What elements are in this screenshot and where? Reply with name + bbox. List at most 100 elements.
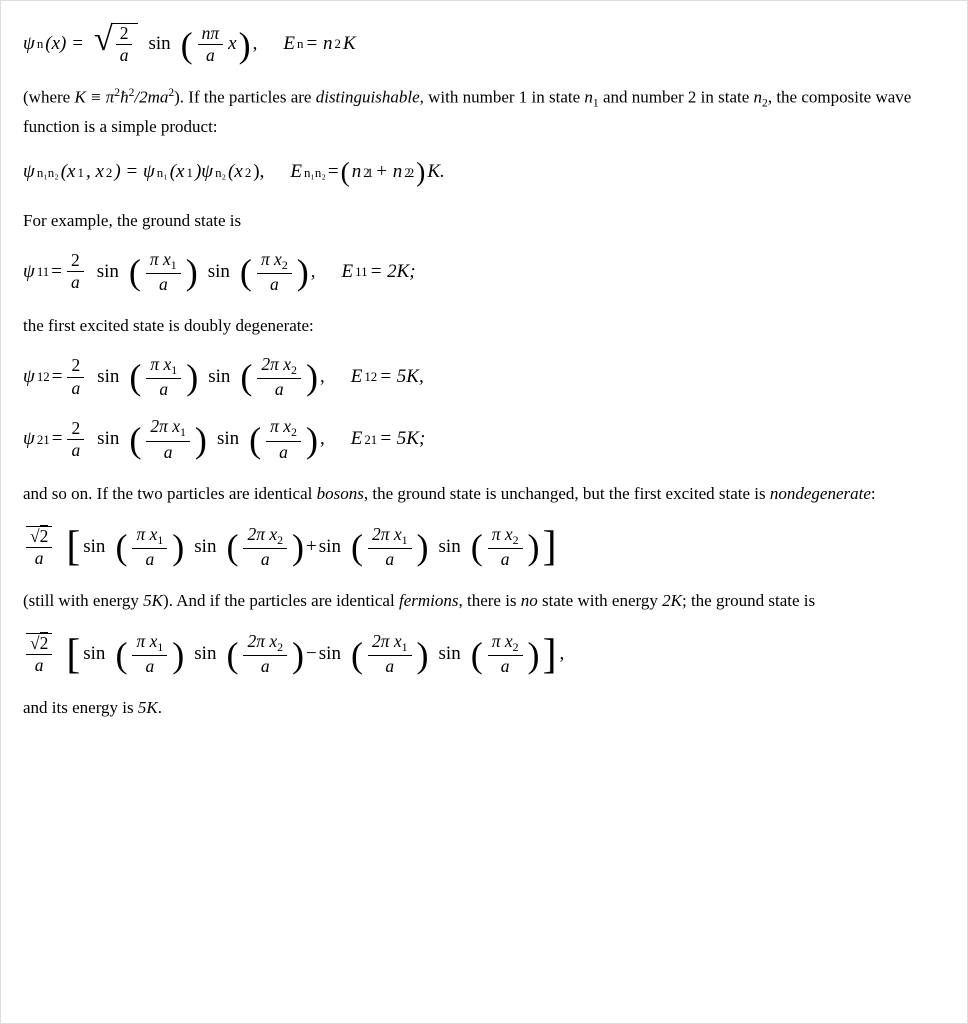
eq1-rhs-sup: 2: [334, 33, 340, 55]
p1h: n: [584, 88, 593, 107]
paragraph-4: and so on. If the two particles are iden…: [23, 480, 945, 509]
eq5-eq: =: [52, 423, 63, 455]
p5g: state with energy: [538, 591, 662, 610]
eq6-f2s: 2: [277, 533, 283, 547]
eq3-f2ns: 2: [282, 258, 288, 272]
p1b: K ≡ π: [74, 88, 114, 107]
eq7-f4: sin: [439, 638, 461, 670]
eq4-r1s: 12: [364, 366, 377, 388]
eq6-f3: sin: [319, 531, 341, 563]
eq4-f2n: 2π x: [261, 354, 291, 374]
paragraph-2: For example, the ground state is: [23, 207, 945, 236]
eq3-cd: a: [67, 272, 84, 292]
paragraph-1: (where K ≡ π2ħ2/2ma2). If the particles …: [23, 83, 945, 142]
p4d: nondegenerate: [770, 484, 871, 503]
eq5-cd: a: [67, 440, 84, 460]
eq1-frac-num: nπ: [198, 24, 224, 45]
eq5-f1d: a: [160, 442, 177, 462]
eq5-f1n: 2π x: [150, 416, 180, 436]
eq6-f3s: 1: [402, 533, 408, 547]
eq2-l4: ) = ψ: [114, 156, 154, 188]
p5h: 2K: [662, 591, 682, 610]
equation-fermion: √2√2a [ sin (π x1a) sin (2π x2a) − sin (…: [23, 630, 945, 676]
eq3-lhs-sub: 11: [37, 261, 49, 283]
eq5-f1: sin: [97, 423, 119, 455]
eq2-l1s: n₁n₂: [37, 162, 59, 184]
eq5-cn: 2: [67, 419, 84, 440]
p1d: /2ma: [134, 88, 168, 107]
eq3-eq: =: [51, 256, 62, 288]
p1a: (where: [23, 88, 74, 107]
eq2-l3: , x: [86, 156, 104, 188]
eq2-l7s: 2: [245, 162, 251, 184]
eq2-l8: ),: [253, 156, 264, 188]
eq5-lhs-sub: 21: [37, 429, 50, 451]
p4c: , the ground state is unchanged, but the…: [364, 484, 770, 503]
equation-psi11: ψ11 = 2a sin (π x1a) sin (π x2a) , E11 =…: [23, 250, 945, 294]
eq3-f1ns: 1: [171, 258, 177, 272]
eq5-r1s: 21: [364, 429, 377, 451]
eq3-f1n: π x: [150, 249, 171, 269]
eq2-l4s: n₁: [157, 162, 168, 184]
eq7-f2s: 2: [277, 640, 283, 654]
eq4-f2d: a: [271, 379, 288, 399]
equation-boson: √2√2a [ sin (π x1a) sin (2π x2a) + sin (…: [23, 523, 945, 569]
eq7-f3s: 1: [402, 640, 408, 654]
p4e: :: [871, 484, 876, 503]
eq5-f2ns: 2: [291, 426, 297, 440]
p1f: distinguishable: [316, 88, 420, 107]
eq6-f4d: a: [497, 549, 514, 569]
eq5-f2n: π x: [270, 416, 291, 436]
eq5-r1: E: [351, 423, 363, 455]
eq4-f1ns: 1: [171, 363, 177, 377]
p4b: bosons: [317, 484, 364, 503]
eq4-tail: ,: [320, 361, 325, 393]
eq2-l6: )ψ: [195, 156, 213, 188]
eq2-r3: n: [352, 156, 362, 188]
eq2-l6s: n₂: [215, 162, 226, 184]
eq3-r2: = 2K;: [370, 256, 416, 288]
eq3-f1d: a: [155, 274, 172, 294]
eq2-r1s: n₁n₂: [304, 162, 326, 184]
eq7-f2n: 2π x: [247, 631, 277, 651]
eq6-f3n: 2π x: [372, 524, 402, 544]
p5c: ). And if the particles are identical: [163, 591, 399, 610]
eq7-f3: sin: [319, 638, 341, 670]
p5b: 5K: [143, 591, 163, 610]
eq6-f2n: 2π x: [247, 524, 277, 544]
eq1-rhs-sub: n: [297, 33, 303, 55]
p5f: no: [521, 591, 538, 610]
eq6-f1n: π x: [136, 524, 157, 544]
eq6-f4n: π x: [492, 524, 513, 544]
p5a: (still with energy: [23, 591, 143, 610]
equation-composite: ψn₁n₂(x1, x2) = ψn₁(x1)ψn₂(x2), En₁n₂ = …: [23, 156, 945, 188]
eq4-f1: sin: [97, 361, 119, 393]
eq1-fn: sin: [148, 28, 170, 60]
eq6-f2d: a: [257, 549, 274, 569]
eq4-eq: =: [52, 361, 63, 393]
eq1-rhs-eq: = n: [305, 28, 332, 60]
eq6-f2: sin: [194, 531, 216, 563]
p6b: 5K: [138, 698, 158, 717]
eq7-tail: ,: [559, 638, 564, 670]
eq4-r1: E: [351, 361, 363, 393]
eq5-f1ns: 1: [180, 426, 186, 440]
eq2-r4: + n: [375, 156, 402, 188]
eq4-cn: 2: [67, 356, 84, 377]
eq6-f4s: 2: [513, 533, 519, 547]
eq3-f2: sin: [208, 256, 230, 288]
eq5-tail: ,: [320, 423, 325, 455]
eq1-sqrt-den: a: [116, 45, 133, 65]
p1c: ħ: [120, 88, 129, 107]
equation-psi-n: ψn (x) = √ 2 a sin ( nπ a x ): [23, 23, 945, 65]
eq4-f2ns: 2: [291, 363, 297, 377]
eq1-lhs-sub: n: [37, 33, 43, 55]
eq2-l3s: 2: [106, 162, 112, 184]
eq3-r1: E: [342, 256, 354, 288]
eq1-lhs: ψ: [23, 28, 35, 60]
paragraph-6: and its energy is 5K.: [23, 694, 945, 723]
eq7-f1d: a: [141, 656, 158, 676]
eq7-f4s: 2: [513, 640, 519, 654]
p1j: n: [754, 88, 763, 107]
p1e: ). If the particles are: [174, 88, 316, 107]
